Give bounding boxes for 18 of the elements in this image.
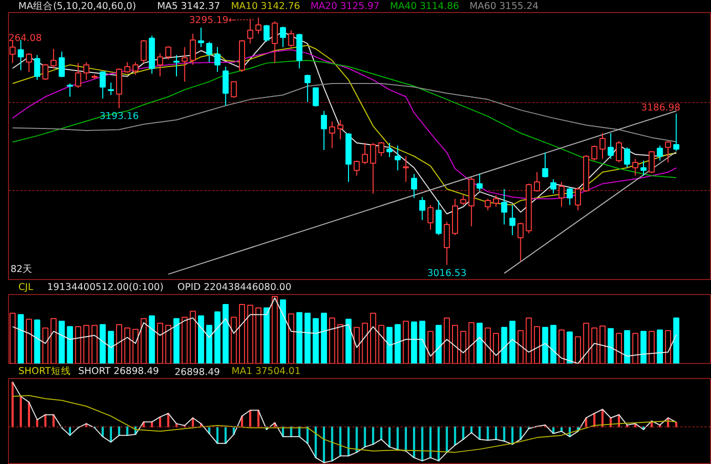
text: MA1 37504.01: [232, 366, 301, 377]
text: 19134400512.00(0:100): [47, 282, 164, 293]
text: 26898.49: [174, 367, 220, 378]
annotation: 3193.16: [99, 111, 139, 122]
text: OPID 220438446080.00: [177, 282, 292, 293]
annotation: 82天: [10, 264, 33, 275]
text: MA20 3125.97: [310, 1, 380, 12]
chart-title: CJL: [18, 282, 34, 293]
text: MA40 3114.86: [390, 1, 460, 12]
text: MA5 3142.37: [157, 1, 220, 12]
text: MA60 3155.24: [469, 1, 539, 12]
text: SHORT 26898.49: [78, 366, 159, 377]
annotation: 264.08: [8, 33, 42, 44]
annotation: 3016.53: [427, 268, 467, 279]
chart-title: SHORT短线: [18, 365, 71, 377]
annotation: 3186.98: [641, 102, 680, 114]
chart-title: MA组合(5,10,20,40,60,0): [18, 0, 136, 12]
text: MA10 3142.76: [230, 1, 300, 12]
